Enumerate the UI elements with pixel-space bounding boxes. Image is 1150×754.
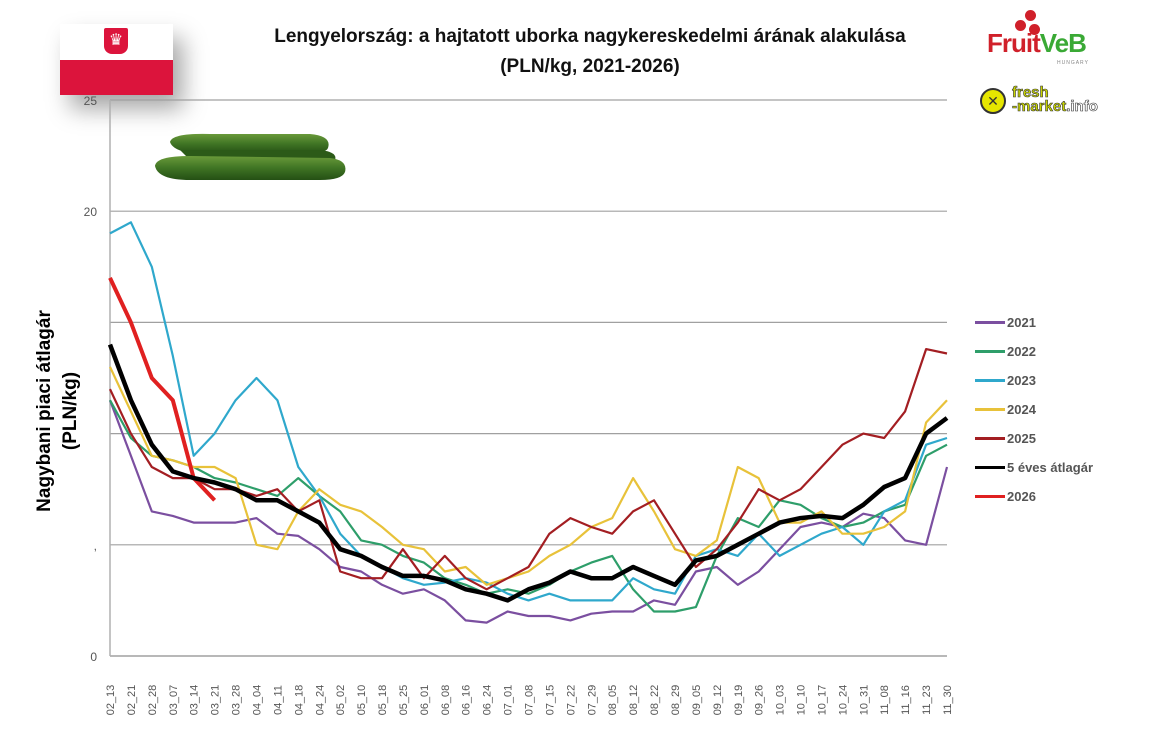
x-tick-label: 08_22 <box>649 685 661 716</box>
series-line-2026 <box>108 277 217 502</box>
x-tick-label: 11_30 <box>942 685 954 715</box>
x-tick-label: 09_12 <box>712 685 724 716</box>
y-axis-ticks: 0, 20 25 <box>84 94 98 664</box>
legend-label: 2022 <box>1007 344 1036 359</box>
legend-item: 2022 <box>975 337 1145 366</box>
freshmarket-logo-line1: fresh <box>1012 84 1049 102</box>
x-tick-label: 07_01 <box>503 685 515 716</box>
legend-label: 2026 <box>1007 489 1036 504</box>
legend-item: 2025 <box>975 424 1145 453</box>
flag-red-stripe <box>60 60 173 95</box>
freshmarket-logo: ✕ fresh -market.info <box>980 84 1125 118</box>
x-tick-label: 03_14 <box>189 685 201 716</box>
x-axis-ticks: 02_13 02_21 02_28 03_07 03_14 03_21 03_28 04_04… <box>105 685 954 716</box>
fruitveb-logo-subtitle: HUNGARY <box>1057 60 1089 66</box>
x-tick-label: 10_17 <box>816 685 828 716</box>
x-tick-label: 08_12 <box>628 685 640 716</box>
legend-swatch <box>975 437 1005 440</box>
x-tick-label: 05_02 <box>335 685 347 716</box>
legend-swatch <box>975 321 1005 324</box>
legend-swatch <box>975 379 1005 382</box>
legend-swatch <box>975 350 1005 353</box>
legend-label: 5 éves átlagár <box>1007 460 1094 475</box>
legend-swatch <box>975 466 1005 469</box>
legend-item: 2024 <box>975 395 1145 424</box>
x-tick-label: 06_16 <box>461 685 473 716</box>
x-tick-label: 04_04 <box>251 685 263 716</box>
series-lines <box>107 221 949 624</box>
cucumber-image <box>155 133 346 180</box>
x-tick-label: 07_15 <box>544 685 556 716</box>
x-tick-label: 06_08 <box>440 685 452 716</box>
x-tick-label: 10_03 <box>775 685 787 716</box>
series-line-2025 <box>109 348 948 591</box>
x-tick-label: 05_18 <box>377 685 389 716</box>
legend-label: 2024 <box>1007 402 1036 417</box>
x-tick-label: 02_13 <box>105 685 117 716</box>
x-tick-label: 09_26 <box>754 685 766 716</box>
legend-item: 5 éves átlagár <box>975 453 1145 482</box>
series-line-2022 <box>109 399 948 613</box>
legend-item: 2026 <box>975 482 1145 511</box>
chart-title: Lengyelország: a hajtatott uborka nagyke… <box>150 22 1030 82</box>
freshmarket-logo-line2b: .info <box>1066 98 1098 116</box>
cherry-icon <box>1029 24 1040 35</box>
cherry-icon <box>1015 20 1026 31</box>
grid-lines <box>109 99 947 657</box>
fruitveb-logo-text-veb: VeB <box>1039 28 1087 58</box>
x-tick-label: 10_31 <box>858 685 870 716</box>
x-tick-label: 03_07 <box>168 685 180 716</box>
x-tick-label: 04_11 <box>272 685 284 715</box>
x-tick-label: 09_19 <box>733 685 745 716</box>
series-line-5-éves-átlagár <box>107 343 949 603</box>
y-tick-label: 25 <box>84 94 98 108</box>
x-tick-label: 06_01 <box>419 685 431 716</box>
x-tick-label: 03_21 <box>210 685 222 716</box>
x-tick-label: 10_24 <box>837 685 849 716</box>
chart-legend: 2021 2022 2023 2024 2025 5 éves átlagár 2026 <box>975 308 1145 511</box>
y-tick-label: 20 <box>84 205 98 219</box>
x-tick-label: 06_24 <box>482 685 494 716</box>
fruitveb-logo-text-fruit: Fruit <box>987 28 1041 58</box>
chart-title-line1: Lengyelország: a hajtatott uborka nagyke… <box>274 26 906 47</box>
legend-swatch <box>975 408 1005 411</box>
x-tick-label: 03_28 <box>231 685 243 716</box>
chart-title-line2: (PLN/kg, 2021-2026) <box>500 56 680 77</box>
x-tick-label: 07_08 <box>524 685 536 716</box>
x-tick-label: 02_28 <box>147 685 159 716</box>
x-tick-label: 08_29 <box>670 685 682 716</box>
x-tick-label: 04_18 <box>293 685 305 716</box>
legend-item: 2021 <box>975 308 1145 337</box>
cherry-icon <box>1025 10 1036 21</box>
eagle-emblem-icon: ♛ <box>104 28 128 54</box>
x-tick-label: 07_29 <box>586 685 598 716</box>
x-tick-label: 07_22 <box>565 685 577 716</box>
x-tick-label: 04_24 <box>314 685 326 716</box>
y-tick-label: 0 <box>90 650 97 664</box>
x-tick-label: 08_05 <box>607 685 619 716</box>
legend-label: 2021 <box>1007 315 1036 330</box>
x-tick-label: 10_10 <box>796 685 808 716</box>
x-tick-label: 02_21 <box>126 685 138 716</box>
legend-swatch <box>975 495 1005 498</box>
legend-item: 2023 <box>975 366 1145 395</box>
flag-white-stripe: ♛ <box>60 24 173 60</box>
legend-label: 2023 <box>1007 373 1036 388</box>
legend-label: 2025 <box>1007 431 1036 446</box>
x-tick-label: 05_10 <box>356 685 368 716</box>
compass-icon: ✕ <box>980 88 1006 114</box>
x-tick-label: 11_23 <box>921 685 933 715</box>
freshmarket-logo-line2a: -market <box>1012 98 1067 116</box>
x-tick-label: 11_08 <box>879 685 891 715</box>
x-tick-label: 05_25 <box>398 685 410 716</box>
fruitveb-logo: FruitVeB HUNGARY <box>985 6 1105 68</box>
x-tick-label: 09_05 <box>691 685 703 716</box>
x-tick-label: 11_16 <box>900 685 912 715</box>
poland-flag-icon: ♛ <box>60 24 173 95</box>
y-tick-label: , <box>94 539 97 553</box>
series-line-2023 <box>109 221 948 602</box>
